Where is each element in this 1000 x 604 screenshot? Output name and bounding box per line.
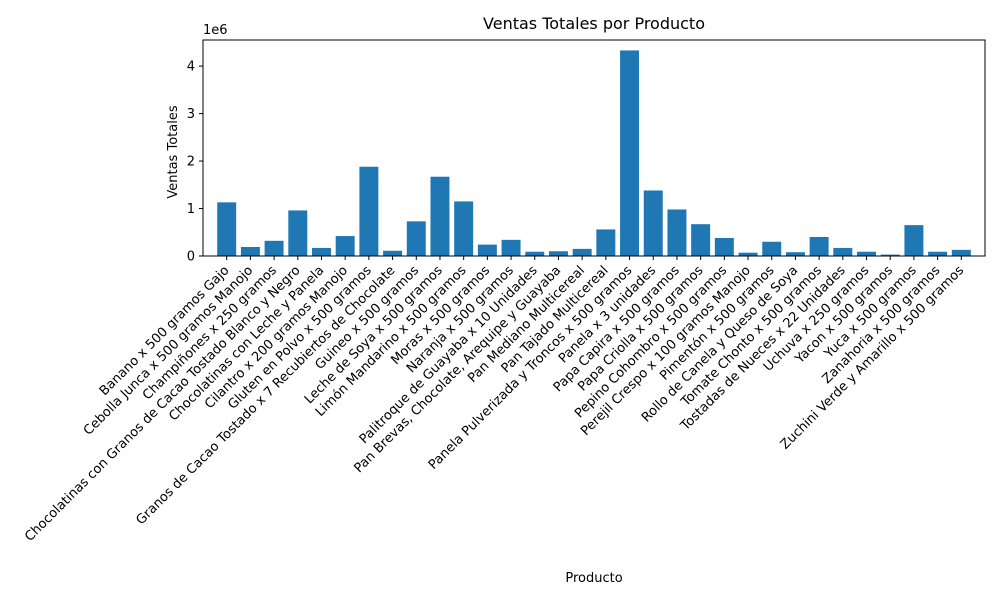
bar xyxy=(359,166,379,256)
bar xyxy=(264,240,284,256)
bar xyxy=(951,249,971,256)
bar xyxy=(288,210,308,256)
bar xyxy=(620,50,640,256)
bar xyxy=(785,252,805,256)
y-tick-label: 3 xyxy=(187,107,195,122)
bar xyxy=(809,237,829,256)
y-tick-label: 1 xyxy=(187,202,195,217)
bar xyxy=(548,251,568,256)
bar xyxy=(928,251,948,256)
bar xyxy=(217,202,237,256)
bar xyxy=(667,209,687,256)
bar xyxy=(406,221,426,256)
bar xyxy=(691,224,711,256)
bar xyxy=(643,190,663,256)
y-offset-label: 1e6 xyxy=(203,23,228,38)
y-tick-label: 2 xyxy=(187,155,195,170)
bar xyxy=(383,250,403,256)
chart-title: Ventas Totales por Producto xyxy=(483,14,705,33)
bars-group xyxy=(217,50,971,256)
bar xyxy=(833,247,853,256)
bar xyxy=(857,251,876,256)
bar xyxy=(312,247,331,256)
bar xyxy=(525,251,545,256)
bar xyxy=(714,237,734,256)
bar xyxy=(572,248,592,256)
bar xyxy=(738,252,758,256)
y-tick-label: 0 xyxy=(187,250,195,265)
bar xyxy=(501,239,521,256)
y-axis: 0 1 2 3 4 xyxy=(187,60,203,265)
bar xyxy=(335,236,355,256)
y-axis-label: Ventas Totales xyxy=(166,105,181,198)
bar xyxy=(240,246,260,256)
bar xyxy=(762,241,782,256)
bar xyxy=(904,225,924,256)
bar xyxy=(880,254,900,256)
bar xyxy=(454,201,474,256)
plot-area-frame xyxy=(202,39,986,257)
bar xyxy=(477,244,497,256)
bar xyxy=(430,176,450,256)
bar xyxy=(596,229,616,256)
y-tick-label: 4 xyxy=(187,60,195,75)
x-axis-label: Producto xyxy=(565,571,622,586)
